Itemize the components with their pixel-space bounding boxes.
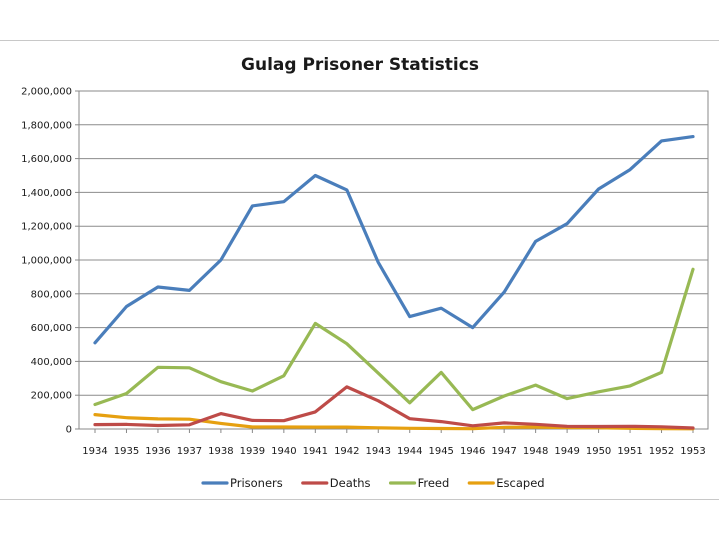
gridlines — [79, 124, 708, 396]
x-tick-label: 1949 — [554, 446, 579, 457]
y-tick-label: 1,800,000 — [21, 120, 72, 131]
y-tick-label: 0 — [66, 425, 72, 436]
x-tick-label: 1941 — [303, 446, 328, 457]
x-tick-label: 1944 — [397, 446, 422, 457]
x-tick-label: 1953 — [680, 446, 705, 457]
x-tick-label: 1950 — [586, 446, 611, 457]
x-tick-label: 1943 — [366, 446, 391, 457]
y-tick-label: 200,000 — [31, 391, 72, 402]
legend-label-prisoners: Prisoners — [230, 476, 283, 490]
x-axis: 1934 1935 1936 1937 1938 1939 1940 1941 1942 1943… — [82, 429, 706, 457]
legend: Prisoners Deaths Freed Escaped — [201, 476, 545, 490]
chart-title: Gulag Prisoner Statistics — [241, 55, 479, 75]
y-tick-label: 2,000,000 — [21, 87, 72, 98]
x-tick-label: 1946 — [460, 446, 485, 457]
series-line-deaths — [93, 385, 695, 430]
x-tick-label: 1951 — [617, 446, 642, 457]
y-tick-label: 800,000 — [31, 289, 72, 300]
series-lines — [93, 134, 695, 431]
y-axis: 0 200,000 400,000 600,000 800,000 1,000,000 1,… — [21, 87, 79, 436]
x-tick-label: 1940 — [271, 446, 296, 457]
y-tick-label: 1,600,000 — [21, 154, 72, 165]
y-tick-label: 1,200,000 — [21, 222, 72, 233]
x-tick-label: 1934 — [82, 446, 107, 457]
x-tick-label: 1937 — [177, 446, 202, 457]
series-line-prisoners — [93, 134, 695, 345]
y-tick-label: 400,000 — [31, 357, 72, 368]
y-tick-label: 600,000 — [31, 323, 72, 334]
legend-label-freed: Freed — [418, 476, 450, 490]
chart-frame: Gulag Prisoner Statistics 0 200,000 400,00… — [0, 40, 719, 500]
x-tick-label: 1945 — [428, 446, 453, 457]
y-tick-label: 1,000,000 — [21, 256, 72, 267]
x-tick-label: 1939 — [240, 446, 265, 457]
x-tick-label: 1948 — [523, 446, 548, 457]
x-tick-label: 1936 — [145, 446, 170, 457]
legend-label-deaths: Deaths — [330, 476, 371, 490]
series-line-freed — [93, 267, 695, 412]
x-tick-label: 1942 — [334, 446, 359, 457]
line-chart: Gulag Prisoner Statistics 0 200,000 400,00… — [21, 55, 709, 490]
x-tick-label: 1947 — [491, 446, 516, 457]
x-tick-label: 1935 — [114, 446, 139, 457]
x-tick-label: 1952 — [649, 446, 674, 457]
x-tick-label: 1938 — [208, 446, 233, 457]
legend-label-escaped: Escaped — [496, 476, 544, 490]
y-tick-label: 1,400,000 — [21, 188, 72, 199]
